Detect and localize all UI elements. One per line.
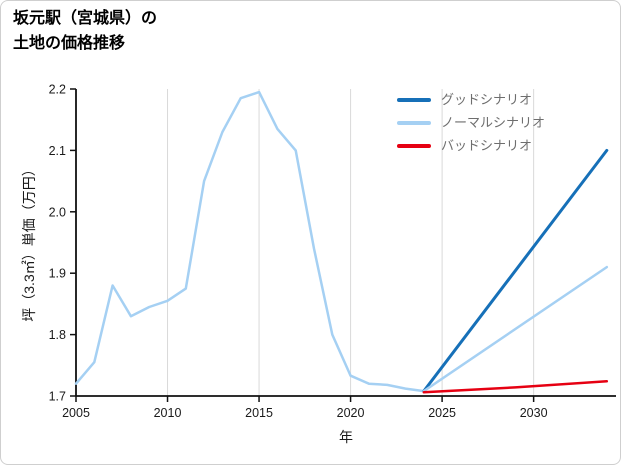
legend-item-good-scenario: グッドシナリオ <box>397 93 545 106</box>
series-historical-line <box>74 90 426 393</box>
chart-title-line2: 土地の価格推移 <box>13 34 126 52</box>
chart-legend: グッドシナリオ ノーマルシナリオ バッドシナリオ <box>397 93 545 162</box>
x-tick-label-2005: 2005 <box>62 406 90 420</box>
y-axis-label: 坪（3.3㎡）単価（万円） <box>21 162 37 322</box>
series-normal-scenario-line <box>422 265 609 393</box>
y-tick-label-1.8: 1.8 <box>49 328 66 342</box>
y-tick-label-1.7: 1.7 <box>49 390 66 404</box>
legend-label-good: グッドシナリオ <box>441 92 533 107</box>
legend-item-bad-scenario: バッドシナリオ <box>397 139 545 152</box>
y-tick-label-2.2: 2.2 <box>49 83 66 97</box>
legend-label-normal: ノーマルシナリオ <box>441 115 546 130</box>
chart-title: 坂元駅（宮城県）の 土地の価格推移 <box>13 7 157 57</box>
x-axis-label: 年 <box>339 429 353 445</box>
x-tick-label-2015: 2015 <box>245 406 273 420</box>
x-tick-label-2020: 2020 <box>337 406 365 420</box>
legend-label-bad: バッドシナリオ <box>441 138 533 153</box>
chart-title-line1: 坂元駅（宮城県）の <box>13 10 158 27</box>
series-good-scenario-line <box>422 148 609 393</box>
y-tick-label-2.1: 2.1 <box>49 144 66 158</box>
legend-line-swatch-good <box>397 97 431 102</box>
legend-line-swatch-bad <box>397 143 431 148</box>
x-tick-label-2010: 2010 <box>154 406 182 420</box>
y-tick-label-2.0: 2.0 <box>49 205 66 219</box>
legend-line-swatch-normal <box>397 120 431 125</box>
x-tick-label-2025: 2025 <box>428 406 456 420</box>
series-bad-scenario-line <box>422 380 609 394</box>
y-tick-label-1.9: 1.9 <box>49 267 66 281</box>
legend-item-normal-scenario: ノーマルシナリオ <box>397 116 545 129</box>
x-tick-label-2030: 2030 <box>520 406 548 420</box>
